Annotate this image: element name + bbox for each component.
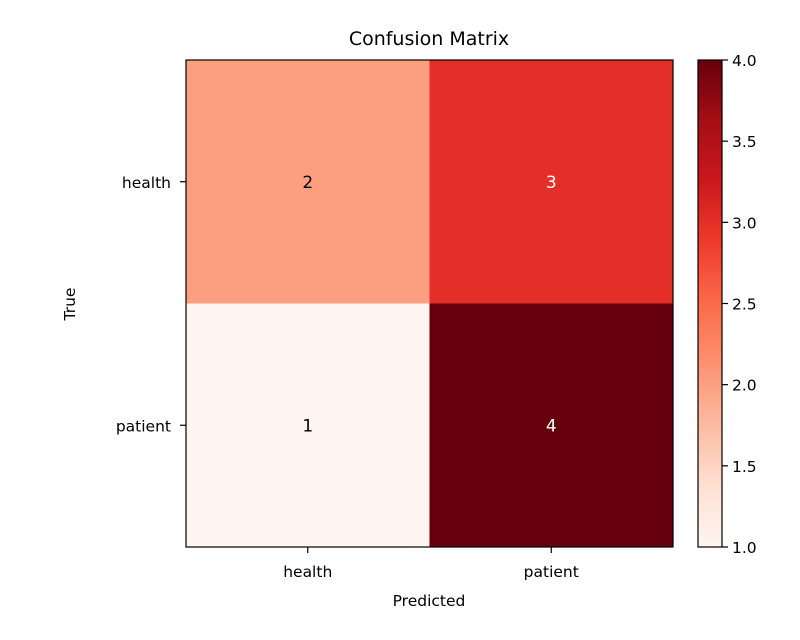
heatmap-cell: [429, 303, 673, 547]
colorbar-gradient: [698, 60, 722, 547]
cell-value-label: 3: [546, 173, 557, 193]
heatmap-cell: [186, 303, 430, 547]
cell-value-label: 1: [302, 416, 313, 436]
cell-value-label: 4: [546, 416, 557, 436]
y-tick-label: health: [122, 174, 171, 192]
colorbar-ticks: 1.0 1.5 2.0 2.5 3.0 3.5 4.0: [722, 52, 757, 557]
x-axis-label: Predicted: [393, 592, 466, 610]
x-tick-label: health: [283, 563, 332, 581]
colorbar-tick-label: 2.5: [732, 296, 757, 314]
chart-title: Confusion Matrix: [349, 28, 509, 50]
x-tick-label: patient: [524, 563, 579, 581]
colorbar-tick-label: 1.5: [732, 458, 757, 476]
cell-value-label: 2: [302, 173, 313, 193]
colorbar-tick-label: 1.0: [732, 539, 757, 557]
colorbar-tick-label: 3.0: [732, 214, 757, 232]
colorbar-tick-label: 4.0: [732, 52, 757, 70]
plot-frame: [185, 59, 674, 548]
heatmap-cell: [186, 60, 430, 304]
y-axis-label: True: [61, 288, 79, 322]
colorbar-tick-label: 2.0: [732, 377, 757, 395]
colorbar-tick-label: 3.5: [732, 133, 757, 151]
heatmap-plot: 2 3 1 4 health patient health patient: [116, 60, 673, 581]
y-tick-label: patient: [116, 417, 171, 435]
heatmap-cell: [429, 60, 673, 304]
colorbar: 1.0 1.5 2.0 2.5 3.0 3.5 4.0: [697, 52, 757, 557]
